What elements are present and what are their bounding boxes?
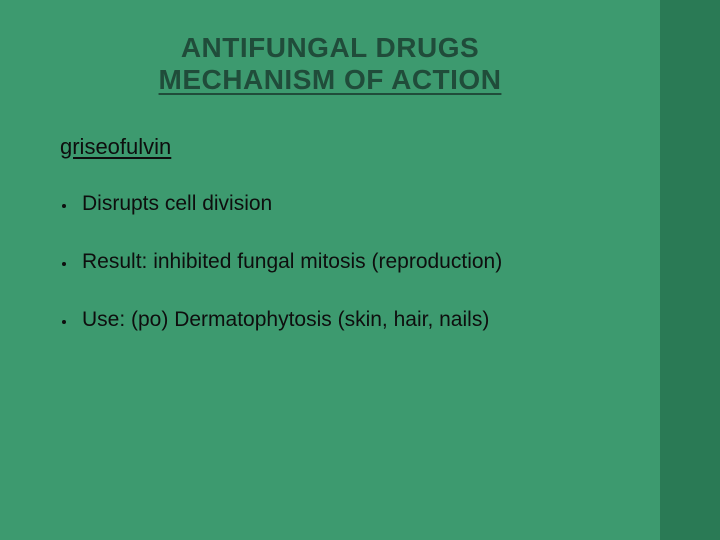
bullet-text: Disrupts cell division [82,192,272,215]
bullet-text: Result: inhibited fungal mitosis (reprod… [82,250,502,273]
bullet-text: Use: (po) Dermatophytosis (skin, hair, n… [82,308,489,331]
content-area: ANTIFUNGAL DRUGS MECHANISM OF ACTION gri… [0,0,660,540]
list-item: Disrupts cell division [60,192,620,216]
list-item: Use: (po) Dermatophytosis (skin, hair, n… [60,308,620,332]
title-line-2: MECHANISM OF ACTION [40,64,620,96]
side-accent-strip [660,0,720,540]
drug-name-heading: griseofulvin [60,134,620,160]
slide: ANTIFUNGAL DRUGS MECHANISM OF ACTION gri… [0,0,720,540]
slide-title: ANTIFUNGAL DRUGS MECHANISM OF ACTION [40,32,620,96]
title-line-1: ANTIFUNGAL DRUGS [40,32,620,64]
list-item: Result: inhibited fungal mitosis (reprod… [60,250,620,274]
bullet-list: Disrupts cell division Result: inhibited… [60,192,620,332]
